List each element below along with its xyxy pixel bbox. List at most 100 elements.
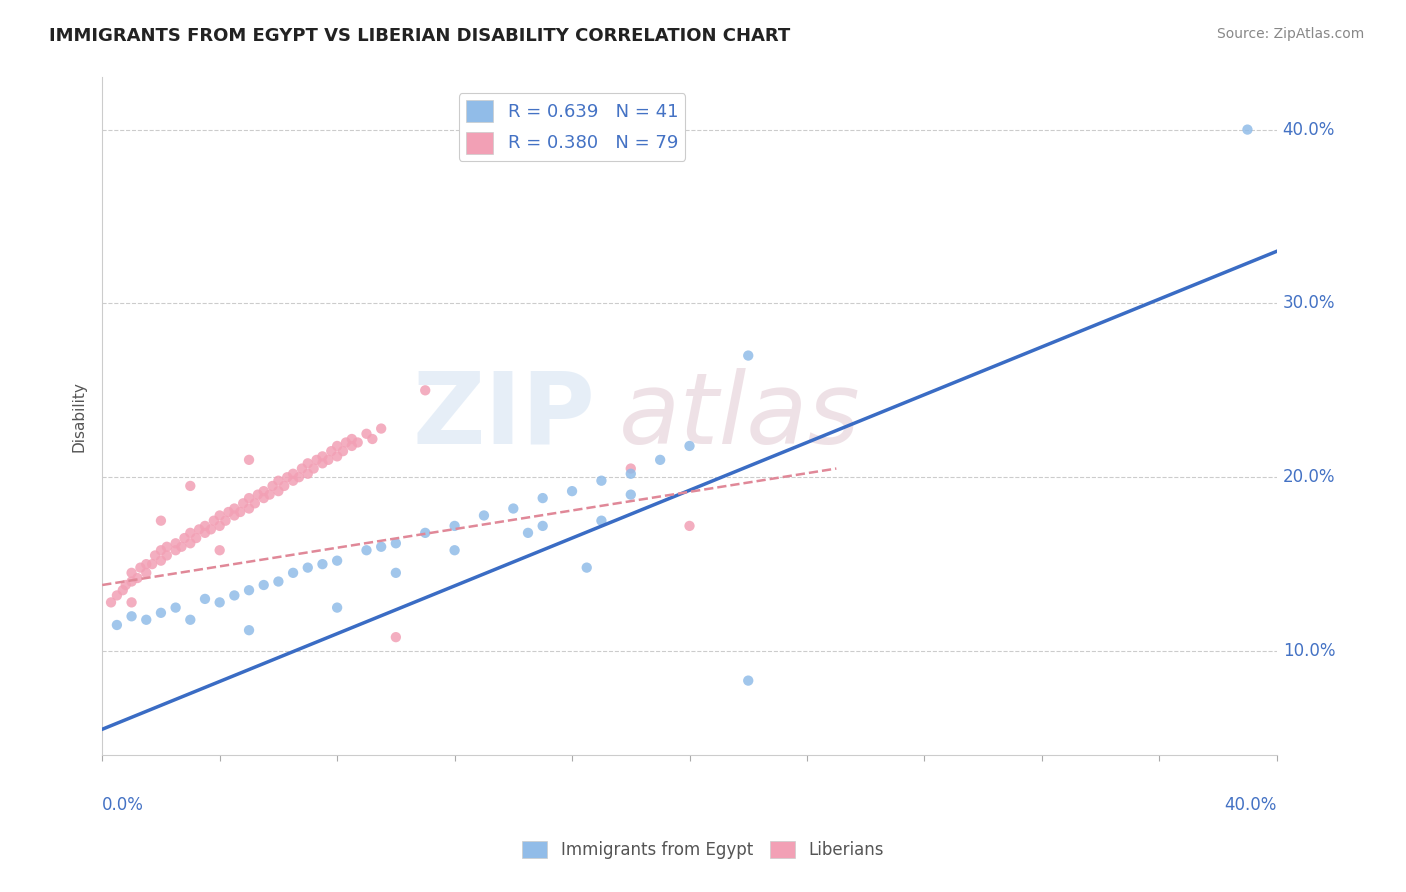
Point xyxy=(218,505,240,519)
Point xyxy=(288,470,311,484)
Point xyxy=(105,589,128,603)
Point xyxy=(194,519,217,533)
Point xyxy=(202,514,225,528)
Point xyxy=(267,574,290,589)
Point xyxy=(413,384,436,398)
Point xyxy=(200,522,222,536)
Point xyxy=(129,560,152,574)
Point xyxy=(311,456,333,470)
Text: 40.0%: 40.0% xyxy=(1225,796,1277,814)
Point xyxy=(100,595,122,609)
Point xyxy=(321,444,343,458)
Point xyxy=(267,474,290,488)
Point xyxy=(737,349,759,363)
Point xyxy=(194,525,217,540)
Point xyxy=(121,609,143,624)
Text: 10.0%: 10.0% xyxy=(1282,642,1336,660)
Point xyxy=(253,578,276,592)
Point xyxy=(273,479,295,493)
Point xyxy=(224,501,246,516)
Point xyxy=(179,479,201,493)
Point xyxy=(302,461,325,475)
Point xyxy=(340,439,363,453)
Point xyxy=(165,543,187,558)
Point xyxy=(620,467,643,481)
Point xyxy=(253,484,276,499)
Point xyxy=(305,453,328,467)
Point xyxy=(135,566,157,580)
Point xyxy=(224,589,246,603)
Point xyxy=(253,491,276,505)
Point xyxy=(326,554,349,568)
Point xyxy=(297,467,319,481)
Point xyxy=(121,595,143,609)
Point xyxy=(297,560,319,574)
Point xyxy=(346,435,368,450)
Text: 40.0%: 40.0% xyxy=(1282,120,1336,138)
Point xyxy=(246,488,269,502)
Point xyxy=(281,467,304,481)
Point xyxy=(297,456,319,470)
Point xyxy=(1236,122,1258,136)
Point xyxy=(356,543,378,558)
Text: IMMIGRANTS FROM EGYPT VS LIBERIAN DISABILITY CORRELATION CHART: IMMIGRANTS FROM EGYPT VS LIBERIAN DISABI… xyxy=(49,27,790,45)
Point xyxy=(620,461,643,475)
Point xyxy=(179,613,201,627)
Point xyxy=(121,566,143,580)
Point xyxy=(591,474,613,488)
Point xyxy=(385,536,408,550)
Point xyxy=(259,488,281,502)
Point xyxy=(179,536,201,550)
Text: atlas: atlas xyxy=(619,368,860,465)
Point xyxy=(165,536,187,550)
Point xyxy=(238,623,260,637)
Point xyxy=(224,508,246,523)
Point xyxy=(267,484,290,499)
Point xyxy=(135,613,157,627)
Point xyxy=(156,540,179,554)
Point xyxy=(276,470,298,484)
Point xyxy=(620,488,643,502)
Point xyxy=(370,540,392,554)
Point xyxy=(311,557,333,571)
Point xyxy=(194,591,217,606)
Text: 0.0%: 0.0% xyxy=(103,796,143,814)
Point xyxy=(291,461,314,475)
Point xyxy=(135,557,157,571)
Point xyxy=(517,525,540,540)
Point xyxy=(170,540,193,554)
Text: 30.0%: 30.0% xyxy=(1282,294,1336,312)
Text: Source: ZipAtlas.com: Source: ZipAtlas.com xyxy=(1216,27,1364,41)
Point xyxy=(238,501,260,516)
Text: ZIP: ZIP xyxy=(413,368,596,465)
Point xyxy=(443,519,465,533)
Point xyxy=(208,519,231,533)
Point xyxy=(121,574,143,589)
Point xyxy=(443,543,465,558)
Point xyxy=(591,514,613,528)
Point xyxy=(208,543,231,558)
Point xyxy=(238,453,260,467)
Point xyxy=(179,525,201,540)
Point xyxy=(281,566,304,580)
Point xyxy=(326,439,349,453)
Point xyxy=(229,505,252,519)
Point xyxy=(141,557,163,571)
Point xyxy=(650,453,672,467)
Point xyxy=(502,501,524,516)
Point xyxy=(208,595,231,609)
Point xyxy=(385,566,408,580)
Point xyxy=(143,549,166,563)
Point xyxy=(561,484,583,499)
Point xyxy=(114,578,136,592)
Point xyxy=(186,531,208,545)
Point xyxy=(332,444,354,458)
Point xyxy=(385,630,408,644)
Point xyxy=(149,606,172,620)
Point xyxy=(262,479,284,493)
Point xyxy=(111,583,134,598)
Point xyxy=(149,554,172,568)
Point xyxy=(149,514,172,528)
Legend: Immigrants from Egypt, Liberians: Immigrants from Egypt, Liberians xyxy=(516,834,890,866)
Point xyxy=(156,549,179,563)
